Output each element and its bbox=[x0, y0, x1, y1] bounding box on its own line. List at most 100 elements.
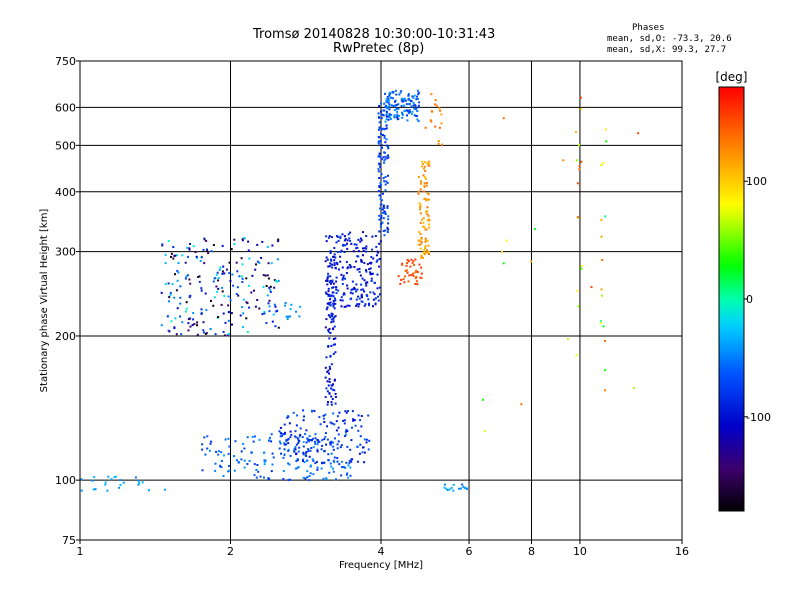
data-point-o_trace_spread bbox=[346, 304, 349, 307]
data-point-o_trace_spread bbox=[328, 281, 331, 284]
data-point-o_trace_spread bbox=[356, 288, 359, 291]
data-point-o_trace_cusp bbox=[379, 194, 382, 197]
data-point-o_trace_spread bbox=[337, 239, 340, 242]
data-point-o_trace_spread bbox=[349, 291, 352, 294]
data-point-sporadic_low bbox=[253, 435, 256, 438]
data-point-sporadic_low bbox=[333, 461, 336, 463]
data-point-sporadic_upper bbox=[305, 429, 308, 432]
data-point-sporadic_low bbox=[345, 433, 347, 436]
data-point-f_low_patch bbox=[192, 312, 195, 314]
data-point-x_trace_rise bbox=[427, 244, 430, 247]
data-point-o_trace_spread bbox=[362, 247, 364, 250]
data-point-f_low_patch bbox=[189, 325, 192, 328]
data-point-sporadic_upper bbox=[334, 437, 336, 440]
data-point-f_low_patch bbox=[266, 245, 269, 248]
data-point-sporadic_low bbox=[246, 463, 249, 465]
data-point-scatter_misc bbox=[505, 239, 508, 242]
data-point-o_trace_rise bbox=[331, 388, 334, 391]
data-point-f_low_patch bbox=[233, 238, 236, 241]
data-point-o_trace_spread bbox=[358, 267, 361, 270]
data-point-o_trace_spread bbox=[357, 305, 360, 308]
data-point-f_low_patch bbox=[185, 307, 188, 310]
data-point-sporadic_upper bbox=[283, 453, 286, 456]
data-point-o_trace_cusp bbox=[380, 216, 383, 219]
data-point-o_trace_top bbox=[393, 100, 396, 103]
data-point-ground_echo bbox=[114, 475, 117, 478]
data-point-o_trace_rise bbox=[334, 337, 337, 340]
data-point-o_trace_top bbox=[416, 89, 419, 92]
data-point-x_trace_rise bbox=[419, 221, 422, 224]
data-point-ground_echo bbox=[164, 488, 166, 491]
data-point-o_trace_top bbox=[393, 114, 396, 117]
data-point-sporadic_upper bbox=[360, 415, 363, 417]
data-point-f_low_patch bbox=[168, 330, 171, 333]
data-point-sporadic_low bbox=[327, 453, 330, 456]
data-point-sporadic_upper bbox=[305, 451, 308, 454]
data-point-o_trace_top bbox=[414, 108, 417, 111]
data-point-sporadic_upper bbox=[363, 461, 366, 464]
data-point-f_low_patch bbox=[207, 252, 210, 255]
data-point-o_trace_spread bbox=[360, 288, 363, 291]
data-point-sporadic_low bbox=[236, 459, 238, 462]
data-point-f_low_patch bbox=[169, 291, 172, 294]
data-point-o_trace_spread bbox=[372, 291, 375, 294]
data-point-f_low_patch bbox=[262, 274, 265, 277]
data-point-o_trace_cusp bbox=[384, 127, 387, 130]
data-point-sporadic_low bbox=[316, 466, 319, 469]
data-point-sporadic_upper bbox=[351, 458, 354, 461]
data-point-x_trace_rise bbox=[417, 175, 420, 178]
data-point-o_trace_cusp bbox=[382, 134, 384, 136]
data-point-sporadic_upper bbox=[359, 435, 362, 438]
data-point-o_trace_cusp bbox=[384, 189, 387, 192]
data-point-o_trace_top bbox=[396, 118, 399, 121]
data-point-o_trace_top bbox=[410, 113, 413, 115]
chart-title: Tromsø 20140828 10:30:00-10:31:43 bbox=[253, 27, 496, 42]
data-point-o_trace_rise bbox=[328, 314, 331, 317]
data-point-o_trace_top bbox=[398, 93, 401, 96]
data-point-o_trace_spread bbox=[329, 295, 331, 298]
data-point-f_low_patch bbox=[172, 246, 175, 248]
data-point-o_trace_top bbox=[417, 93, 420, 96]
data-point-sporadic_upper bbox=[332, 412, 335, 415]
data-point-f_low_patch bbox=[221, 244, 224, 247]
data-point-x_trace_rise bbox=[422, 174, 425, 177]
data-point-o_trace_cusp bbox=[380, 102, 382, 105]
data-point-o_trace_spread bbox=[376, 273, 379, 276]
data-point-o_trace_rise bbox=[326, 276, 329, 279]
data-point-o_trace_cusp bbox=[384, 211, 387, 214]
data-point-o_trace_spread bbox=[344, 244, 347, 247]
data-point-f_low_patch bbox=[248, 284, 251, 287]
data-point-f_side_patch bbox=[299, 305, 302, 308]
y-tick-label: 500 bbox=[55, 139, 76, 152]
data-point-o_trace_spread bbox=[362, 250, 365, 252]
data-point-x_trace_top bbox=[429, 119, 432, 122]
data-point-o_trace_spread bbox=[340, 296, 343, 299]
data-point-f_low_patch bbox=[221, 290, 224, 293]
data-point-f_low_patch bbox=[179, 315, 182, 318]
data-point-sporadic_low bbox=[296, 467, 299, 470]
data-point-o_trace_spread bbox=[335, 288, 338, 291]
data-point-f_low_patch bbox=[233, 243, 236, 246]
data-point-sporadic_low bbox=[310, 464, 312, 467]
data-point-o_trace_spread bbox=[336, 251, 339, 254]
data-point-f_low_patch bbox=[268, 299, 271, 302]
data-point-f_side_patch bbox=[295, 310, 298, 313]
data-point-o_trace_top bbox=[385, 99, 388, 102]
data-point-o_trace_top bbox=[383, 109, 386, 112]
data-point-sporadic_upper bbox=[307, 448, 310, 450]
data-point-o_trace_top bbox=[391, 97, 394, 100]
data-point-scatter_misc bbox=[502, 262, 505, 265]
data-point-sporadic_upper bbox=[297, 442, 300, 445]
data-point-sporadic_low bbox=[345, 473, 348, 476]
data-point-x_trace_low bbox=[403, 281, 406, 284]
data-point-x_trace_rise bbox=[428, 219, 431, 222]
data-point-ground_echo bbox=[92, 488, 95, 491]
data-point-sporadic_low bbox=[285, 443, 288, 446]
data-point-o_trace_spread bbox=[348, 264, 351, 266]
data-point-x_trace_rise bbox=[421, 218, 423, 221]
data-point-sporadic_low bbox=[224, 438, 227, 441]
data-point-o_trace_cusp bbox=[387, 118, 390, 121]
data-point-o_trace_spread bbox=[355, 260, 358, 263]
data-point-sporadic_upper bbox=[292, 411, 295, 414]
data-point-ground_echo bbox=[113, 476, 116, 479]
